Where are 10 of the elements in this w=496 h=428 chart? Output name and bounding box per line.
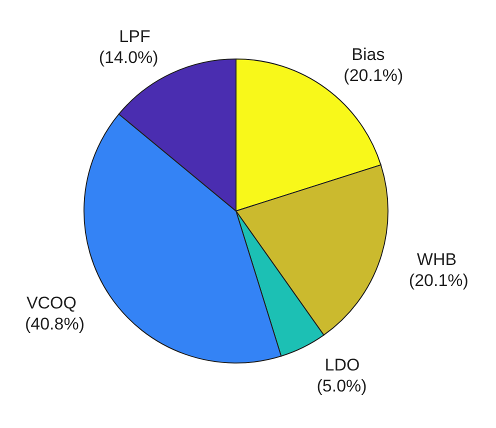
slice-label: WHB: [416, 250, 457, 269]
data-label: (20.1%): [408, 270, 468, 290]
slice-label: LDO: [324, 356, 360, 375]
slice-label: Bias: [352, 44, 385, 64]
data-label: (20.1%): [344, 66, 404, 85]
data-label: (5.0%): [316, 376, 367, 396]
data-label: (40.8%): [24, 314, 84, 334]
slice-label: LPF: [119, 26, 150, 46]
data-label: (14.0%): [98, 48, 158, 67]
slice-label: VCOQ: [26, 294, 76, 313]
